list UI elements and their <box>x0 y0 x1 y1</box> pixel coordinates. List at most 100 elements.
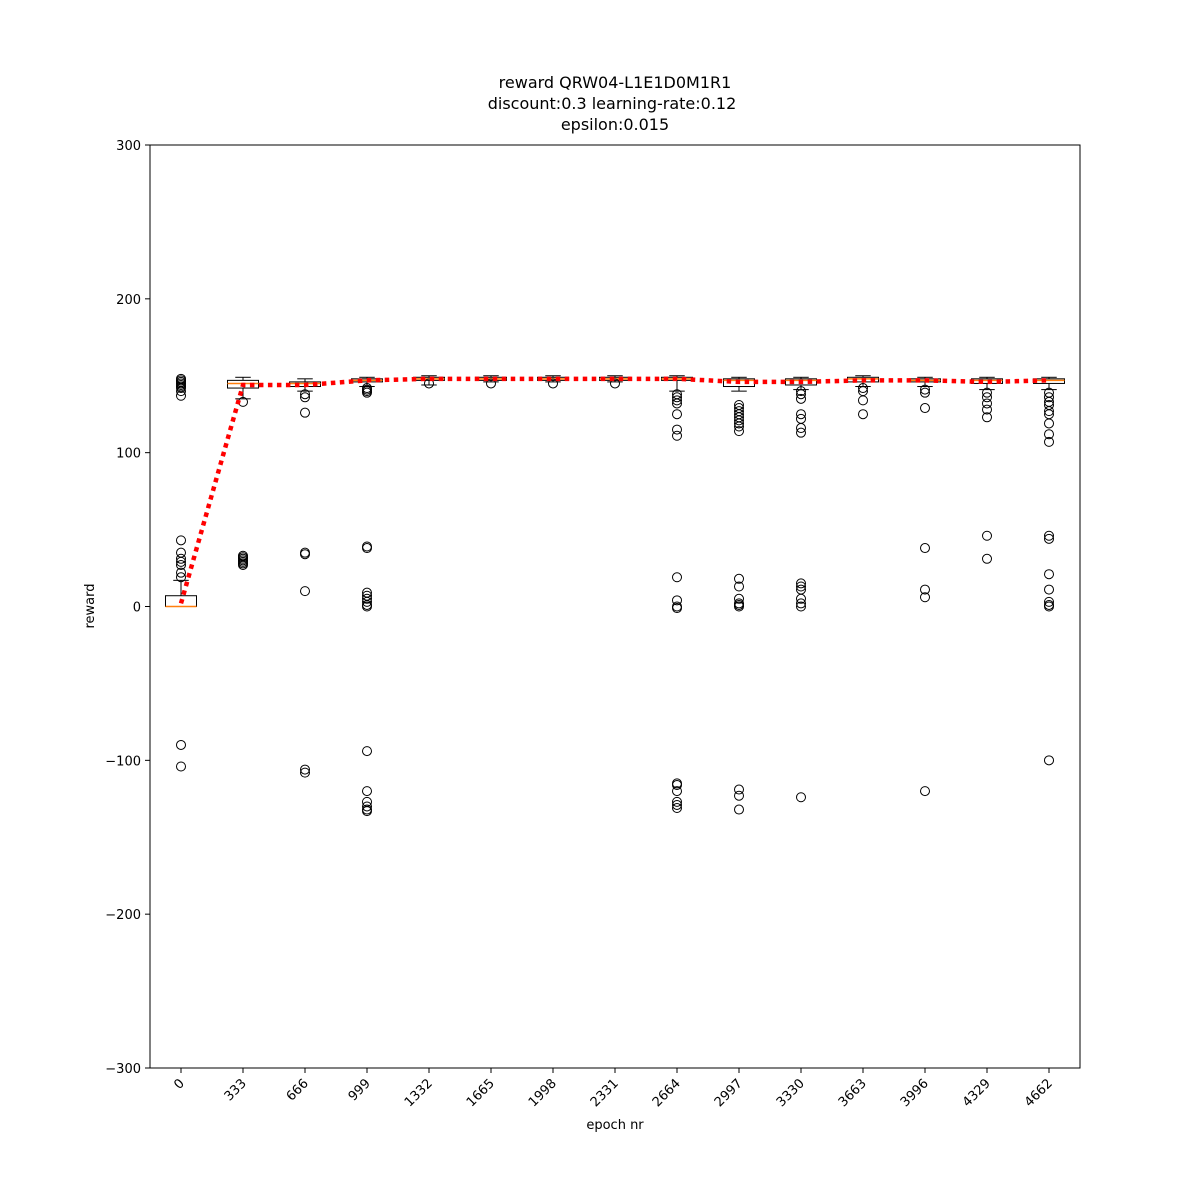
chart-title: reward QRW04-L1E1D0M1R1 <box>499 73 732 92</box>
outlier <box>734 415 744 426</box>
outlier <box>672 779 682 790</box>
box <box>785 378 817 386</box>
outlier <box>362 786 372 797</box>
outlier <box>1044 569 1054 580</box>
outlier <box>1044 601 1054 612</box>
outlier <box>672 572 682 583</box>
y-tick-label: 300 <box>116 139 141 154</box>
outlier <box>176 559 186 570</box>
chart-subtitle: epsilon:0.015 <box>561 115 669 134</box>
outlier <box>362 593 372 604</box>
outlier <box>796 427 806 438</box>
outlier <box>1044 596 1054 607</box>
outlier <box>796 386 806 397</box>
outlier <box>734 581 744 592</box>
outlier <box>920 384 930 395</box>
outlier <box>672 603 682 614</box>
x-axis-label: epoch nr <box>586 1118 644 1133</box>
outlier <box>920 584 930 595</box>
outlier <box>734 790 744 801</box>
outlier <box>672 398 682 409</box>
outlier <box>734 601 744 612</box>
outlier <box>982 530 992 541</box>
outlier <box>300 389 310 400</box>
outlier <box>672 430 682 441</box>
y-tick-label: −100 <box>105 754 141 769</box>
outlier <box>1044 406 1054 417</box>
outlier <box>672 595 682 606</box>
outlier <box>734 573 744 584</box>
outlier <box>734 804 744 815</box>
outlier <box>486 378 496 389</box>
outlier <box>920 387 930 398</box>
outlier <box>1044 584 1054 595</box>
outlier <box>176 761 186 772</box>
outlier <box>734 421 744 432</box>
outlier <box>300 549 310 560</box>
outlier <box>796 423 806 434</box>
outlier <box>300 586 310 597</box>
outlier <box>176 739 186 750</box>
outlier <box>176 572 186 583</box>
outlier <box>734 426 744 437</box>
outlier <box>362 601 372 612</box>
outlier <box>1044 436 1054 447</box>
outlier <box>796 601 806 612</box>
outlier <box>300 767 310 778</box>
outlier <box>610 378 620 389</box>
outlier <box>858 383 868 394</box>
outlier <box>300 392 310 403</box>
plot-frame <box>149 144 1081 1069</box>
outlier <box>734 593 744 604</box>
outlier <box>672 796 682 807</box>
outlier <box>920 403 930 414</box>
outlier <box>424 378 434 389</box>
outlier <box>176 383 186 394</box>
outlier <box>672 786 682 797</box>
outlier <box>982 387 992 398</box>
outlier <box>672 803 682 814</box>
y-axis-label: reward <box>83 583 98 628</box>
outlier <box>672 392 682 403</box>
outlier <box>796 598 806 609</box>
outlier <box>176 556 186 567</box>
outlier <box>672 395 682 406</box>
outlier <box>796 792 806 803</box>
outlier <box>982 398 992 409</box>
outlier <box>858 395 868 406</box>
outlier <box>1044 530 1054 541</box>
y-tick-label: 200 <box>116 293 141 308</box>
y-tick-label: −200 <box>105 908 141 923</box>
outlier <box>796 409 806 420</box>
outlier <box>362 801 372 812</box>
outlier <box>858 409 868 420</box>
outlier <box>734 784 744 795</box>
outlier <box>1044 429 1054 440</box>
outlier <box>796 581 806 592</box>
outlier <box>176 386 186 397</box>
outlier <box>238 559 248 570</box>
outlier <box>734 418 744 429</box>
outlier <box>176 567 186 578</box>
outlier <box>362 387 372 398</box>
outlier <box>796 389 806 400</box>
outlier <box>672 799 682 810</box>
y-tick-label: 100 <box>116 447 141 462</box>
outlier <box>362 806 372 817</box>
box <box>227 379 259 389</box>
outlier <box>920 592 930 603</box>
mean-line <box>178 376 1050 605</box>
chart-subtitle: discount:0.3 learning-rate:0.12 <box>488 94 737 113</box>
outlier <box>672 409 682 420</box>
y-tick-label: 0 <box>133 601 141 616</box>
outlier <box>982 404 992 415</box>
outlier <box>176 535 186 546</box>
outlier <box>300 407 310 418</box>
outlier <box>982 553 992 564</box>
outlier <box>176 390 186 401</box>
outlier <box>672 424 682 435</box>
outlier <box>362 746 372 757</box>
outlier <box>1044 418 1054 429</box>
